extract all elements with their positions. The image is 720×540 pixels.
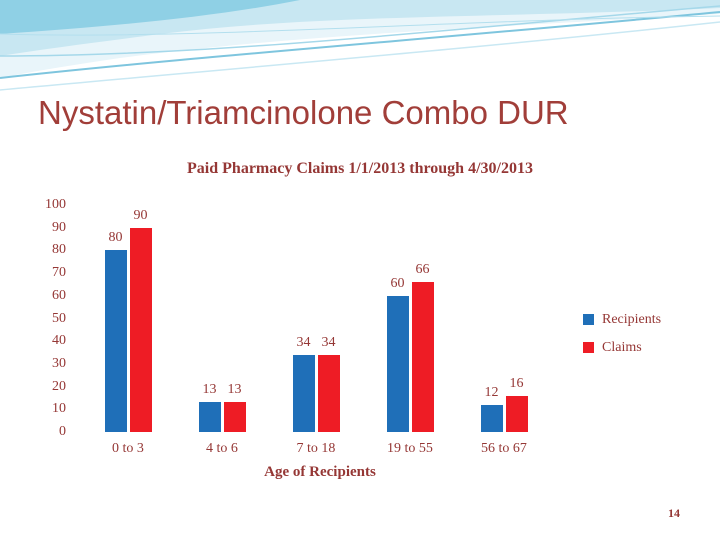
wave-decoration: [0, 0, 720, 91]
category-label-19-to-55: 19 to 55: [387, 441, 433, 456]
chart-title: Paid Pharmacy Claims 1/1/2013 through 4/…: [187, 160, 533, 177]
legend-label-recipients: Recipients: [602, 312, 662, 327]
data-label-recipients-56-to-67: 12: [484, 384, 499, 400]
y-axis-tick-label: 70: [52, 265, 66, 281]
chart-legend: Recipients Claims: [583, 312, 661, 368]
y-axis-tick-label: 40: [52, 333, 66, 349]
bar-recipients-56-to-67: [480, 404, 503, 432]
legend-swatch-claims: [583, 342, 594, 353]
y-axis-tick-label: 90: [52, 219, 66, 235]
data-label-claims-19-to-55: 66: [415, 262, 430, 278]
bar-recipients-0-to-3: [104, 250, 127, 432]
y-axis-tick-label: 60: [52, 287, 66, 303]
y-axis-tick-label: 10: [52, 401, 66, 417]
bar-claims-4-to-6: [223, 402, 246, 432]
data-label-recipients-7-to-18: 34: [296, 334, 311, 350]
data-label-claims-4-to-6: 13: [227, 382, 242, 398]
x-axis-title: Age of Recipients: [264, 464, 376, 480]
category-label-7-to-18: 7 to 18: [296, 441, 336, 456]
y-axis-tick-label: 30: [52, 355, 66, 371]
bar-recipients-4-to-6: [198, 402, 221, 432]
category-label-4-to-6: 4 to 6: [206, 441, 238, 456]
data-label-claims-7-to-18: 34: [321, 334, 336, 350]
legend-swatch-recipients: [583, 314, 594, 325]
slide-title: Nystatin/Triamcinolone Combo DUR: [38, 94, 569, 131]
page-number: 14: [668, 506, 680, 520]
category-label-56-to-67: 56 to 67: [481, 441, 527, 456]
legend-item-recipients: Recipients: [583, 312, 661, 327]
data-label-claims-56-to-67: 16: [509, 375, 524, 391]
category-label-0-to-3: 0 to 3: [112, 441, 144, 456]
bar-recipients-7-to-18: [292, 354, 315, 432]
bar-claims-56-to-67: [505, 395, 528, 432]
legend-item-claims: Claims: [583, 340, 661, 355]
bar-claims-19-to-55: [411, 282, 434, 432]
legend-label-claims: Claims: [602, 340, 642, 355]
y-axis-tick-label: 20: [52, 378, 66, 394]
y-axis-tick-label: 0: [59, 424, 66, 439]
y-axis-tick-label: 50: [52, 310, 66, 326]
bar-claims-0-to-3: [129, 227, 152, 432]
data-label-recipients-4-to-6: 13: [202, 382, 217, 398]
data-label-recipients-19-to-55: 60: [390, 275, 405, 291]
data-label-claims-0-to-3: 90: [133, 207, 148, 223]
y-axis-tick-label: 100: [45, 197, 66, 212]
bar-claims-7-to-18: [317, 354, 340, 432]
bar-recipients-19-to-55: [386, 295, 409, 432]
data-label-recipients-0-to-3: 80: [108, 230, 123, 246]
y-axis-tick-label: 80: [52, 242, 66, 258]
